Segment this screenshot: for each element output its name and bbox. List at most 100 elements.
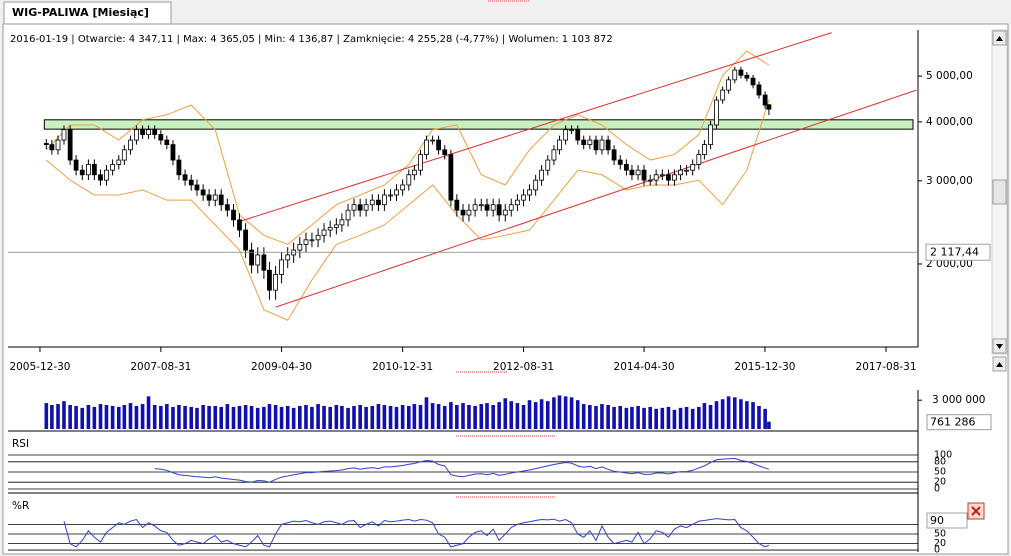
- volume-bar: [527, 400, 532, 429]
- candle-body: [255, 254, 261, 266]
- candle-body: [659, 174, 665, 177]
- volume-bar: [128, 403, 133, 429]
- volume-bar: [159, 405, 163, 429]
- volume-bar: [388, 405, 393, 429]
- candle-body: [376, 199, 381, 206]
- volume-bar: [467, 405, 471, 429]
- scroll-thumb[interactable]: [992, 179, 1007, 205]
- volume-plot: [44, 395, 771, 429]
- x-tick-label: 2015-12-30: [734, 361, 795, 373]
- volume-bar: [412, 404, 417, 429]
- current-box: [926, 414, 992, 431]
- candle-body: [152, 129, 158, 135]
- info-line: 2016-01-19 | Otwarcie: 4 347,11 | Max: 4…: [10, 34, 613, 45]
- candle-body: [73, 159, 79, 171]
- volume-bar: [62, 401, 66, 429]
- candle-body: [714, 99, 719, 126]
- candle-body: [641, 169, 647, 181]
- volume-bar: [352, 405, 356, 429]
- candle-body: [285, 254, 291, 261]
- candle-body: [315, 234, 321, 241]
- candle-body: [327, 227, 333, 231]
- candle-body: [267, 269, 272, 291]
- volume-bar: [310, 406, 314, 429]
- volume-bar: [666, 406, 671, 429]
- candle-body: [116, 159, 122, 165]
- volume-bar: [298, 405, 302, 429]
- candle-body: [321, 229, 327, 236]
- volume-bar: [152, 405, 157, 429]
- volume-bar: [140, 404, 145, 429]
- candle-body: [484, 204, 490, 211]
- candle-body: [134, 129, 139, 141]
- candle-body: [61, 129, 67, 141]
- volume-bar: [624, 407, 629, 429]
- volume-bar: [394, 406, 399, 429]
- candle-body: [170, 144, 176, 161]
- y-tick-label: 3 000 000: [932, 394, 985, 406]
- bollinger-upper: [45, 50, 770, 245]
- candle-body: [617, 159, 623, 165]
- volume-bar: [745, 401, 749, 429]
- volume-bar: [660, 407, 665, 429]
- volume-bar: [291, 407, 296, 429]
- candle-body: [684, 169, 689, 172]
- volume-bar: [279, 406, 284, 429]
- candle-body: [551, 149, 557, 161]
- volume-bar: [304, 405, 308, 429]
- candle-body: [98, 174, 103, 181]
- candle-body: [647, 179, 653, 182]
- candle-body: [297, 244, 303, 251]
- candle-body: [545, 159, 551, 171]
- tab[interactable]: [3, 1, 172, 25]
- volume-bar: [479, 404, 484, 429]
- volume-bar: [618, 405, 623, 429]
- candle-body: [454, 199, 460, 211]
- candle-body: [502, 209, 508, 216]
- candle-body: [273, 274, 279, 291]
- crosshair-label: 2 117,44: [930, 245, 979, 258]
- candle-body: [581, 139, 587, 145]
- candle-body: [593, 139, 599, 151]
- volume-bar: [767, 421, 771, 429]
- candle-body: [587, 139, 593, 145]
- y-tick-label: 0: [934, 483, 940, 494]
- volume-bar: [424, 397, 429, 429]
- volume-bar: [418, 405, 423, 429]
- volume-bar: [648, 406, 653, 429]
- volume-bar: [322, 405, 326, 429]
- y-tick-label: 100: [934, 450, 952, 461]
- y-tick-label: 4 000,00: [926, 116, 973, 128]
- volume-bar: [594, 405, 598, 429]
- current-label: 761 286: [930, 416, 976, 429]
- arrow-icon: [996, 362, 1003, 367]
- volume-bar: [654, 408, 658, 429]
- candle-body: [67, 129, 73, 161]
- volume-bar: [56, 404, 60, 429]
- candle-body: [400, 184, 406, 191]
- support-zone: [43, 119, 914, 130]
- volume-bar: [581, 404, 586, 429]
- candle-body: [563, 129, 569, 141]
- candle-body: [514, 199, 520, 206]
- volume-bar: [146, 396, 151, 429]
- candle-body: [218, 194, 224, 206]
- volume-bar: [267, 404, 272, 429]
- candle-body: [575, 129, 581, 141]
- volume-bar: [364, 406, 368, 429]
- tab-title[interactable]: WIG-PALIWA [Miesiąc]: [12, 6, 149, 19]
- candle-body: [128, 139, 133, 151]
- y-tick-label: 3 000,00: [926, 175, 973, 187]
- volume-bar: [231, 406, 236, 429]
- candle-body: [539, 169, 545, 181]
- candle-body: [345, 209, 351, 221]
- candle-body: [605, 139, 611, 151]
- candle-body: [696, 154, 702, 165]
- volume-bar: [642, 407, 646, 429]
- y-tick-label: 50: [934, 467, 946, 478]
- candle-body: [442, 149, 448, 155]
- candle-body: [357, 204, 363, 211]
- volume-bar: [636, 405, 640, 429]
- volume-bar: [249, 405, 254, 429]
